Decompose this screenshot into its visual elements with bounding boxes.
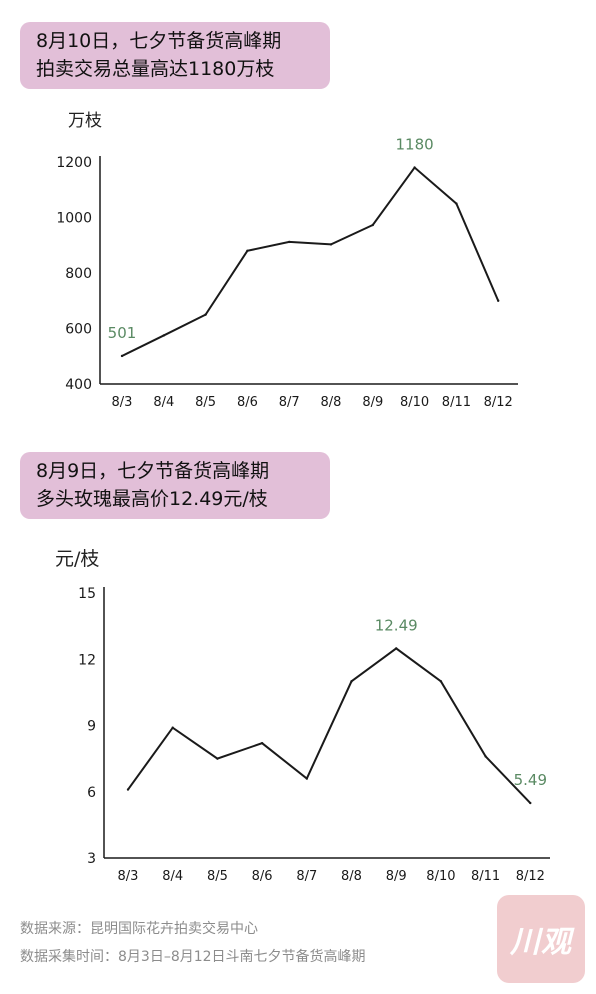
- chart-2-y-tick-label: 6: [87, 785, 96, 801]
- chart-2-title-line-1: 8月9日，七夕节备货高峰期: [36, 460, 270, 482]
- chart-1-data-point: [204, 313, 207, 316]
- chart-2-data-point: [395, 647, 398, 650]
- chart-1-x-tick-label: 8/8: [321, 395, 342, 410]
- chart-1-x-tick-label: 8/3: [112, 395, 133, 410]
- chart-1-x-tick-label: 8/12: [484, 395, 513, 410]
- brand-logo: 川观: [497, 895, 585, 983]
- chart-1-series-line: [121, 166, 500, 357]
- chart-1-y-tick-label: 1200: [56, 155, 92, 171]
- chart-1-x-tick-label: 8/7: [279, 395, 300, 410]
- chart-1-x-tick-label: 8/10: [400, 395, 429, 410]
- chart-1-data-point: [371, 223, 374, 227]
- chart-2-y-tick-label: 12: [78, 652, 96, 668]
- chart-2-x-tick-label: 8/5: [207, 869, 228, 884]
- chart-1-x-tick-label: 8/11: [442, 395, 471, 410]
- data-source-text: 数据来源：昆明国际花卉拍卖交易中心: [20, 921, 258, 937]
- chart-2-data-point: [126, 788, 130, 791]
- chart-2-x-tick-label: 8/6: [252, 869, 273, 884]
- chart-2-data-point: [529, 801, 532, 805]
- chart-1-data-label: 501: [108, 324, 137, 342]
- chart-2-series-line: [127, 647, 532, 804]
- chart-1-x-tick-label: 8/6: [237, 395, 258, 410]
- chart-2-x-tick-label: 8/7: [296, 869, 317, 884]
- chart-2-plot: 3 6 9 12 15 8/3 8/4 8/5 8/6 8/7 8/8 8/9 8/10 8/11 8/12…: [78, 586, 550, 884]
- brand-logo-text: 川观: [510, 925, 572, 960]
- chart-1-data-point: [329, 243, 333, 246]
- chart-1-x-tick-label: 8/9: [362, 395, 383, 410]
- chart-1-y-tick-label: 1000: [56, 211, 92, 227]
- chart-1-y-tick-label: 800: [65, 266, 92, 282]
- chart-2-y-tick-label: 15: [78, 586, 96, 602]
- chart-2-data-point: [305, 777, 308, 780]
- chart-1-data-point: [497, 299, 500, 302]
- chart-2-data-point: [260, 741, 264, 745]
- chart-1-y-tick-label: 600: [65, 322, 92, 338]
- chart-1-plot: 400 600 800 1000 1200 8/3 8/4 8/5 8/6 8/7 8/8 8/9 8/…: [56, 136, 518, 410]
- chart-2-y-tick-label: 9: [87, 719, 96, 735]
- chart-2-data-label: 5.49: [514, 771, 547, 789]
- chart-1-x-tick-label: 8/4: [153, 395, 174, 410]
- chart-1-data-label: 1180: [396, 136, 434, 154]
- chart-2-y-tick-label: 3: [87, 851, 96, 867]
- chart-2-y-axis-label: 元/枝: [55, 548, 100, 570]
- chart-1-x-tick-label: 8/5: [195, 395, 216, 410]
- chart-2-data-point: [171, 726, 174, 729]
- chart-1-data-point: [455, 202, 458, 205]
- chart-1-data-point: [288, 240, 291, 244]
- chart-2-x-tick-label: 8/9: [386, 869, 407, 884]
- chart-1-title: 8月10日，七夕节备货高峰期 拍卖交易总量高达1180万枝: [20, 22, 330, 89]
- chart-1-title-line-2: 拍卖交易总量高达1180万枝: [36, 58, 275, 80]
- chart-2-x-tick-label: 8/12: [516, 869, 545, 884]
- chart-1-data-point: [413, 166, 416, 169]
- chart-2-x-tick-label: 8/4: [162, 869, 183, 884]
- chart-1-data-point: [162, 334, 165, 337]
- chart-1-y-tick-label: 400: [65, 377, 92, 393]
- chart-2-data-label: 12.49: [375, 616, 418, 634]
- data-period-text: 数据采集时间：8月3日–8月12日斗南七夕节备货高峰期: [20, 949, 366, 965]
- chart-2-title-line-2: 多头玫瑰最高价12.49元/枝: [36, 488, 268, 510]
- chart-1-data-point: [120, 354, 124, 358]
- chart-2-data-point: [439, 680, 443, 683]
- chart-2-x-tick-label: 8/3: [118, 869, 139, 884]
- chart-1-y-axis-label: 万枝: [68, 111, 102, 131]
- chart-2-data-point: [350, 680, 353, 683]
- chart-2-x-tick-label: 8/10: [426, 869, 455, 884]
- chart-1-data-point: [246, 249, 249, 252]
- chart-2-x-tick-label: 8/8: [341, 869, 362, 884]
- chart-2-title: 8月9日，七夕节备货高峰期 多头玫瑰最高价12.49元/枝: [20, 452, 330, 519]
- chart-2-x-tick-label: 8/11: [471, 869, 500, 884]
- chart-2-data-point: [216, 757, 219, 760]
- chart-2-data-point: [484, 755, 487, 758]
- chart-1-title-line-1: 8月10日，七夕节备货高峰期: [36, 30, 282, 52]
